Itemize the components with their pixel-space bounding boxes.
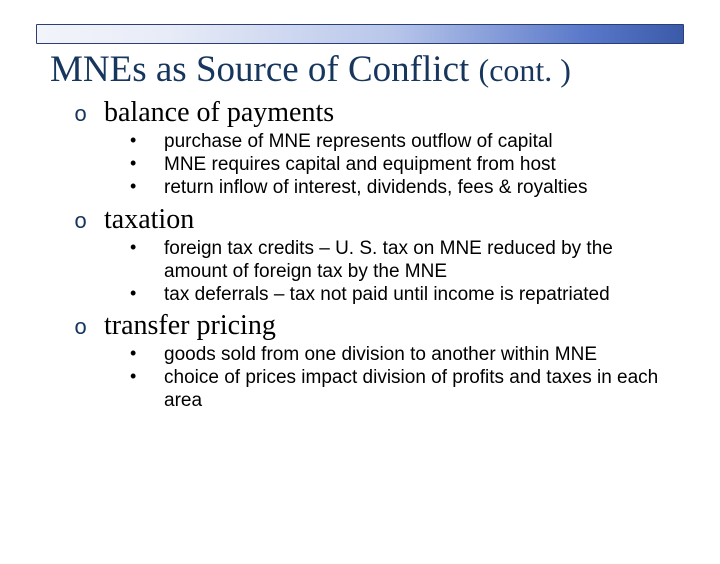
bullet-text: purchase of MNE represents outflow of ca… — [164, 130, 680, 153]
section-head: o balance of payments — [74, 97, 680, 129]
bullet-text: return inflow of interest, dividends, fe… — [164, 176, 680, 199]
section-head: o transfer pricing — [74, 310, 680, 342]
bullet-marker: • — [128, 343, 164, 365]
bullet-list: • goods sold from one division to anothe… — [128, 343, 680, 413]
list-item: • goods sold from one division to anothe… — [128, 343, 680, 366]
bullet-marker: • — [128, 283, 164, 305]
circle-marker: o — [74, 316, 104, 341]
section-title: balance of payments — [104, 97, 334, 129]
page-title: MNEs as Source of Conflict (cont. ) — [50, 48, 684, 91]
bullet-marker: • — [128, 130, 164, 152]
list-item: • MNE requires capital and equipment fro… — [128, 153, 680, 176]
section-head: o taxation — [74, 204, 680, 236]
list-item: • tax deferrals – tax not paid until inc… — [128, 283, 680, 306]
bullet-text: goods sold from one division to another … — [164, 343, 680, 366]
bullet-text: foreign tax credits – U. S. tax on MNE r… — [164, 237, 680, 283]
circle-marker: o — [74, 210, 104, 235]
section-title: transfer pricing — [104, 310, 276, 342]
header-gradient-bar — [36, 24, 684, 44]
bullet-marker: • — [128, 366, 164, 388]
section-balance-of-payments: o balance of payments • purchase of MNE … — [74, 97, 680, 200]
bullet-text: MNE requires capital and equipment from … — [164, 153, 680, 176]
bullet-marker: • — [128, 176, 164, 198]
bullet-text: choice of prices impact division of prof… — [164, 366, 680, 412]
title-main: MNEs as Source of Conflict — [50, 49, 469, 90]
bullet-text: tax deferrals – tax not paid until incom… — [164, 283, 680, 306]
content-list: o balance of payments • purchase of MNE … — [74, 97, 680, 413]
section-transfer-pricing: o transfer pricing • goods sold from one… — [74, 310, 680, 413]
bullet-marker: • — [128, 237, 164, 259]
bullet-list: • purchase of MNE represents outflow of … — [128, 130, 680, 200]
bullet-marker: • — [128, 153, 164, 175]
bullet-list: • foreign tax credits – U. S. tax on MNE… — [128, 237, 680, 307]
list-item: • purchase of MNE represents outflow of … — [128, 130, 680, 153]
list-item: • return inflow of interest, dividends, … — [128, 176, 680, 199]
list-item: • choice of prices impact division of pr… — [128, 366, 680, 412]
section-title: taxation — [104, 204, 194, 236]
circle-marker: o — [74, 103, 104, 128]
list-item: • foreign tax credits – U. S. tax on MNE… — [128, 237, 680, 283]
section-taxation: o taxation • foreign tax credits – U. S.… — [74, 204, 680, 307]
title-cont: (cont. ) — [479, 52, 571, 88]
